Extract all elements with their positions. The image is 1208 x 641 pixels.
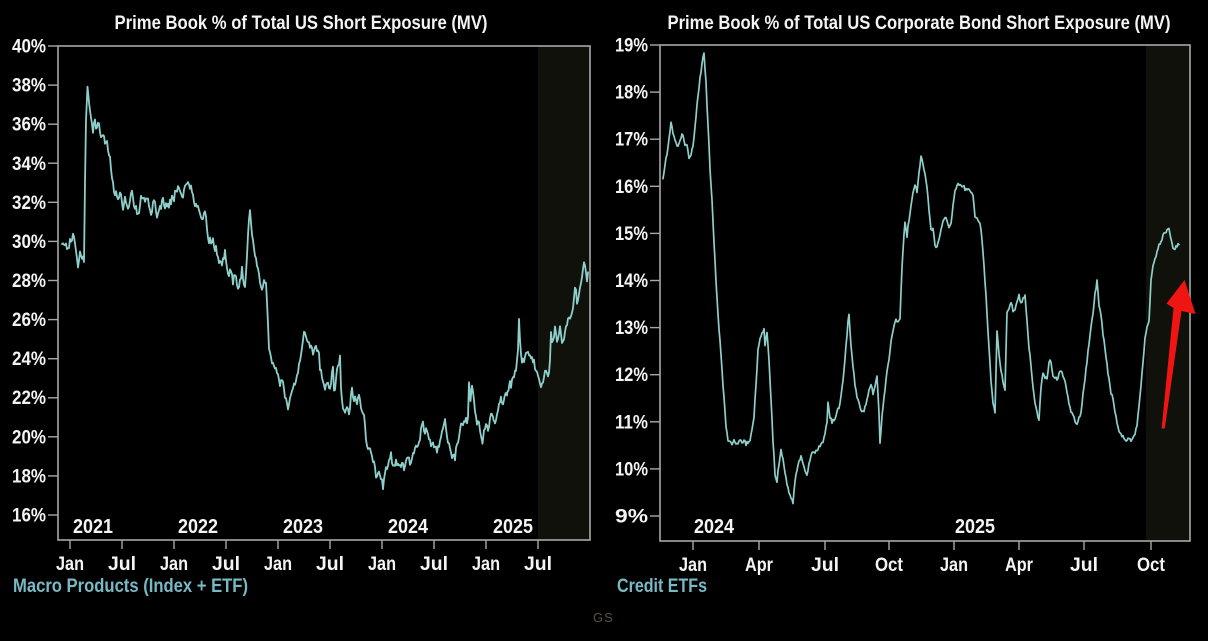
svg-text:24%: 24%: [12, 349, 46, 370]
svg-text:40%: 40%: [12, 37, 46, 58]
svg-text:13%: 13%: [615, 318, 648, 339]
svg-text:Jan: Jan: [56, 554, 84, 575]
svg-text:34%: 34%: [12, 154, 46, 175]
svg-text:30%: 30%: [12, 232, 46, 253]
svg-text:Credit ETFs: Credit ETFs: [617, 576, 707, 597]
svg-text:9%: 9%: [615, 507, 648, 528]
svg-text:2025: 2025: [955, 516, 995, 538]
svg-text:Macro Products (Index + ETF): Macro Products (Index + ETF): [13, 576, 248, 597]
svg-text:Jan: Jan: [472, 554, 500, 575]
svg-text:Jul: Jul: [420, 554, 448, 575]
svg-text:16%: 16%: [615, 177, 648, 198]
svg-text:Jan: Jan: [940, 555, 968, 576]
svg-text:Jul: Jul: [108, 554, 136, 575]
svg-text:Jul: Jul: [524, 554, 552, 575]
svg-text:Jan: Jan: [368, 554, 396, 575]
svg-text:Oct: Oct: [1137, 555, 1166, 576]
svg-text:14%: 14%: [615, 271, 648, 292]
svg-text:26%: 26%: [12, 310, 46, 331]
svg-text:22%: 22%: [12, 388, 46, 409]
svg-text:18%: 18%: [12, 466, 46, 487]
svg-text:Apr: Apr: [1005, 555, 1034, 576]
svg-text:32%: 32%: [12, 193, 46, 214]
svg-text:15%: 15%: [615, 224, 648, 245]
svg-text:GS: GS: [593, 610, 614, 625]
svg-text:2025: 2025: [493, 516, 533, 538]
svg-text:36%: 36%: [12, 115, 46, 136]
svg-text:2023: 2023: [283, 516, 323, 538]
svg-text:20%: 20%: [12, 427, 46, 448]
svg-text:16%: 16%: [12, 506, 46, 527]
svg-text:Prime Book % of Total US Short: Prime Book % of Total US Short Exposure …: [115, 13, 488, 34]
svg-text:10%: 10%: [615, 459, 648, 480]
svg-text:19%: 19%: [615, 36, 648, 57]
svg-text:2024: 2024: [388, 516, 429, 538]
svg-text:2022: 2022: [178, 516, 218, 538]
svg-text:Jul: Jul: [1070, 555, 1098, 576]
svg-text:Apr: Apr: [745, 555, 774, 576]
svg-text:28%: 28%: [12, 271, 46, 292]
svg-text:Jul: Jul: [811, 555, 839, 576]
svg-text:Prime Book % of Total US Corpo: Prime Book % of Total US Corporate Bond …: [668, 13, 1171, 34]
svg-text:2024: 2024: [694, 516, 735, 538]
svg-text:38%: 38%: [12, 76, 46, 97]
svg-text:Oct: Oct: [875, 555, 904, 576]
svg-text:18%: 18%: [615, 83, 648, 104]
svg-text:11%: 11%: [615, 412, 648, 433]
svg-text:Jul: Jul: [212, 554, 240, 575]
svg-text:12%: 12%: [615, 365, 648, 386]
svg-text:Jan: Jan: [160, 554, 188, 575]
svg-text:Jul: Jul: [316, 554, 344, 575]
svg-text:17%: 17%: [615, 130, 648, 151]
svg-text:Jan: Jan: [264, 554, 292, 575]
svg-text:Jan: Jan: [679, 555, 707, 576]
svg-text:2021: 2021: [73, 516, 113, 538]
